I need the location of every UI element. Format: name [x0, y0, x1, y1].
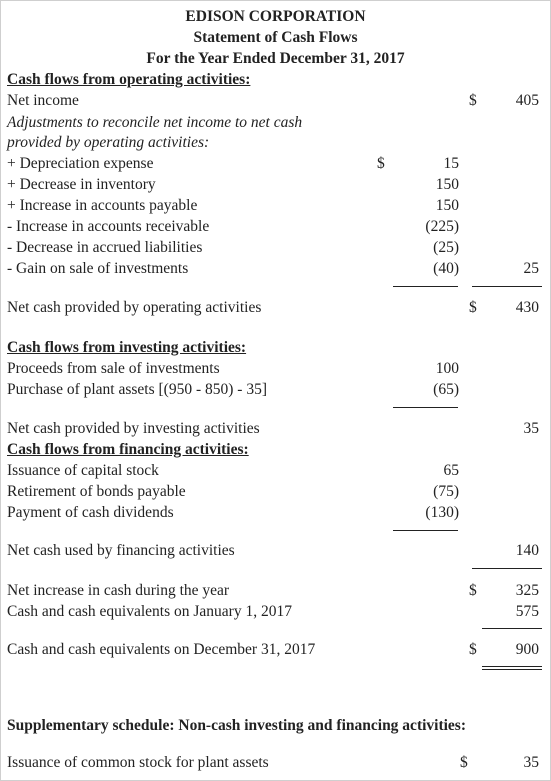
- subtotal-rule: [482, 628, 542, 629]
- adjustments-note-line1: Adjustments to reconcile net income to n…: [7, 114, 303, 131]
- double-rule-top: [482, 666, 542, 667]
- list-item-value: (40): [433, 260, 459, 277]
- list-item-value: 15: [443, 155, 460, 172]
- operating-net-label: Net cash provided by operating activitie…: [7, 299, 262, 316]
- net-income-label: Net income: [7, 92, 79, 109]
- investing-net-value: 35: [523, 420, 540, 437]
- net-income-dollar: $: [469, 92, 477, 109]
- statement-title: Statement of Cash Flows: [193, 29, 358, 46]
- list-item-value: 65: [443, 462, 460, 479]
- list-item-value: (130): [425, 504, 459, 521]
- investing-heading: Cash flows from investing activities:: [7, 339, 247, 356]
- list-item: Issuance of capital stock: [7, 462, 159, 479]
- operating-heading: Cash flows from operating activities:: [7, 71, 251, 88]
- list-item: + Decrease in inventory: [7, 176, 156, 193]
- list-item: Purchase of plant assets [(950 - 850) - …: [7, 381, 267, 398]
- net-income-value: 405: [515, 92, 539, 109]
- ending-cash-value: 900: [515, 641, 539, 658]
- double-rule-bottom: [482, 669, 542, 670]
- list-item-value: 100: [435, 360, 459, 377]
- financing-net-value: 140: [515, 542, 539, 559]
- list-item: Retirement of bonds payable: [7, 483, 186, 500]
- net-increase-dollar: $: [469, 582, 477, 599]
- ending-cash-label: Cash and cash equivalents on December 31…: [7, 641, 316, 658]
- adjustments-total: 25: [523, 260, 540, 277]
- list-item-value: (25): [433, 239, 459, 256]
- subtotal-rule: [393, 407, 458, 408]
- ending-cash-dollar: $: [469, 641, 477, 658]
- list-item: Payment of cash dividends: [7, 504, 174, 521]
- supplementary-label: Issuance of common stock for plant asset…: [7, 754, 269, 771]
- adjustments-note-line2: provided by operating activities:: [7, 134, 210, 151]
- financing-heading: Cash flows from financing activities:: [7, 441, 249, 458]
- depreciation-dollar: $: [377, 155, 385, 172]
- subtotal-rule: [393, 530, 458, 531]
- net-increase-value: 325: [515, 582, 539, 599]
- subtotal-rule: [472, 286, 542, 287]
- list-item: Proceeds from sale of investments: [7, 360, 220, 377]
- list-item-value: (65): [433, 381, 459, 398]
- net-increase-label: Net increase in cash during the year: [7, 582, 230, 599]
- list-item: + Increase in accounts payable: [7, 197, 198, 214]
- company-name: EDISON CORPORATION: [185, 8, 366, 25]
- list-item: + Depreciation expense: [7, 155, 154, 172]
- beginning-cash-label: Cash and cash equivalents on January 1, …: [7, 603, 292, 620]
- list-item-value: (75): [433, 483, 459, 500]
- operating-net-dollar: $: [469, 299, 477, 316]
- supplementary-value: 35: [523, 754, 540, 771]
- operating-net-value: 430: [515, 299, 539, 316]
- beginning-cash-value: 575: [515, 603, 539, 620]
- investing-net-label: Net cash provided by investing activitie…: [7, 420, 260, 437]
- list-item: - Gain on sale of investments: [7, 260, 189, 277]
- subtotal-rule: [472, 568, 542, 569]
- list-item: - Increase in accounts receivable: [7, 218, 210, 235]
- supplementary-dollar: $: [460, 754, 468, 771]
- supplementary-heading: Supplementary schedule: Non-cash investi…: [7, 717, 467, 734]
- statement-period: For the Year Ended December 31, 2017: [146, 50, 405, 67]
- financing-net-label: Net cash used by financing activities: [7, 542, 235, 559]
- list-item-value: (225): [425, 218, 459, 235]
- list-item: - Decrease in accrued liabilities: [7, 239, 203, 256]
- subtotal-rule: [393, 286, 458, 287]
- list-item-value: 150: [435, 176, 459, 193]
- list-item-value: 150: [435, 197, 459, 214]
